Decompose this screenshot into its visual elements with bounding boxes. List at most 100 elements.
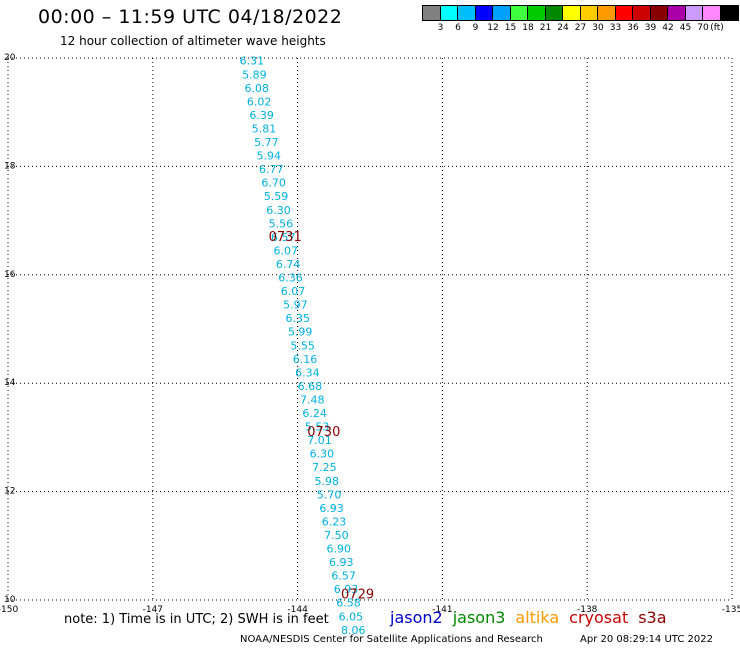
swh-value-label: 6.31 <box>240 55 265 68</box>
satellite-label: cryosat <box>569 608 629 627</box>
x-tick-label: -141 <box>432 605 452 615</box>
color-swatch <box>703 6 721 20</box>
color-swatch <box>580 6 598 20</box>
color-scale-label: 70 <box>697 23 709 33</box>
satellite-label: s3a <box>638 608 667 627</box>
swh-value-label: 6.34 <box>295 366 320 379</box>
x-tick-label: -144 <box>287 605 308 615</box>
color-swatch <box>563 6 581 20</box>
y-tick-label: 18 <box>4 161 16 171</box>
swh-value-label: 7.50 <box>324 529 349 542</box>
footer-credit: NOAA/NESDIS Center for Satellite Applica… <box>240 634 543 645</box>
color-scale-labels: (ft) 3 6 9 12 15 18 21 24 27 30 33 36 39 42 45 70 <box>422 23 739 37</box>
swh-value-label: 6.74 <box>276 258 301 271</box>
swh-value-label: 5.53 <box>305 421 330 434</box>
color-swatch <box>668 6 686 20</box>
chart-subtitle: 12 hour collection of altimeter wave hei… <box>60 34 326 48</box>
color-scale-label: 9 <box>472 23 479 33</box>
color-scale-label: 39 <box>644 23 657 33</box>
color-scale-label: 30 <box>592 23 604 33</box>
color-scale-unit: (ft) <box>710 23 724 33</box>
satellite-label: jason2 <box>390 608 443 627</box>
color-scale-label: 27 <box>574 23 587 33</box>
footer-note: note: 1) Time is in UTC; 2) SWH is in fe… <box>64 612 329 627</box>
swh-value-label: 6.90 <box>327 543 352 556</box>
footer-timestamp: Apr 20 08:29:14 UTC 2022 <box>580 634 713 645</box>
swh-value-label: 7.01 <box>307 434 332 447</box>
swh-value-label: 7.25 <box>312 461 337 474</box>
color-scale-label: 33 <box>609 23 622 33</box>
color-swatch <box>633 6 651 20</box>
y-tick-label: 10 <box>4 595 16 605</box>
y-tick-label: 14 <box>4 378 16 388</box>
swh-value-label: 6.16 <box>293 353 318 366</box>
y-tick-label: 16 <box>4 270 16 280</box>
track-time-label: 0729 <box>341 588 374 603</box>
swh-value-label: 5.94 <box>257 150 282 163</box>
swh-value-label: 6.68 <box>298 380 323 393</box>
color-scale-label: 15 <box>504 23 517 33</box>
color-scale-label: 12 <box>487 23 499 33</box>
swh-value-label: 6.70 <box>261 177 286 190</box>
color-swatch <box>423 6 441 20</box>
color-swatch <box>528 6 546 20</box>
swh-value-label: 5.59 <box>264 190 289 203</box>
swh-value-label: 6.23 <box>322 515 347 528</box>
color-scale-label: 3 <box>437 23 444 33</box>
track-time-label: 0730 <box>307 425 340 440</box>
track-time-label: 0731 <box>269 230 302 245</box>
color-swatch <box>598 6 616 20</box>
swh-value-label: 6.36 <box>278 272 303 285</box>
y-tick-label: 12 <box>4 487 15 497</box>
swh-value-label: 6.30 <box>266 204 291 217</box>
swh-value-label: 6.08 <box>245 82 269 95</box>
color-scale-label: 45 <box>679 23 692 33</box>
x-tick-label: -135 <box>722 605 740 615</box>
satellite-legend: jason2 jason3 altika cryosat s3a <box>390 608 677 627</box>
color-scale-label: 24 <box>557 23 569 33</box>
color-swatch <box>440 6 458 20</box>
color-scale-swatches <box>422 5 739 21</box>
swh-value-label: 5.98 <box>314 475 339 488</box>
swh-value-label: 6.30 <box>310 448 335 461</box>
swh-value-label: 6.57 <box>331 570 356 583</box>
swh-value-label: 6.93 <box>334 583 359 596</box>
color-scale-label: 36 <box>627 23 639 33</box>
x-tick-label: -138 <box>577 605 598 615</box>
swh-value-label: 5.81 <box>252 122 277 135</box>
chart-title: 00:00 – 11:59 UTC 04/18/2022 <box>38 6 343 28</box>
color-swatch <box>510 6 528 20</box>
swh-value-label: 6.24 <box>302 407 327 420</box>
swh-value-label: 5.70 <box>317 488 342 501</box>
color-swatch <box>685 6 703 20</box>
swh-value-label: 7.48 <box>300 393 325 406</box>
swh-value-label: 6.05 <box>339 610 364 623</box>
swh-value-label: 8.06 <box>341 624 366 637</box>
color-swatch <box>475 6 493 20</box>
color-swatch <box>720 6 738 20</box>
swh-value-label: 5.99 <box>288 326 313 339</box>
swh-value-label: 6.35 <box>286 312 311 325</box>
swh-value-label: 6.02 <box>247 95 271 108</box>
x-tick-label: -147 <box>143 605 163 615</box>
swh-value-label: 5.89 <box>242 68 266 81</box>
swh-value-label: 5.56 <box>269 217 294 230</box>
color-swatch <box>458 6 476 20</box>
color-swatch <box>493 6 511 20</box>
swh-value-label: 5.97 <box>283 299 308 312</box>
swh-value-label: 5.55 <box>290 339 315 352</box>
y-tick-label: 20 <box>4 53 16 63</box>
swh-value-label: 6.07 <box>273 244 298 257</box>
x-tick-label: -150 <box>0 605 18 615</box>
swh-value-label: 6.77 <box>259 163 284 176</box>
satellite-label: jason3 <box>452 608 506 627</box>
swh-value-label: 6.58 <box>336 597 361 610</box>
color-swatch <box>615 6 633 20</box>
color-swatch <box>545 6 563 20</box>
color-scale-label: 42 <box>662 23 674 33</box>
color-scale-label: 6 <box>455 23 461 33</box>
satellite-label: altika <box>515 608 560 627</box>
swh-value-label: 6.39 <box>249 109 273 122</box>
color-scale-label: 21 <box>539 23 552 33</box>
